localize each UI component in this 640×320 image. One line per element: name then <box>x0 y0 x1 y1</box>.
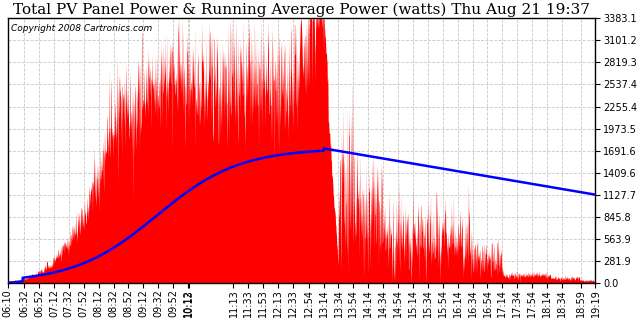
Title: Total PV Panel Power & Running Average Power (watts) Thu Aug 21 19:37: Total PV Panel Power & Running Average P… <box>13 3 590 17</box>
Text: Copyright 2008 Cartronics.com: Copyright 2008 Cartronics.com <box>11 24 152 33</box>
